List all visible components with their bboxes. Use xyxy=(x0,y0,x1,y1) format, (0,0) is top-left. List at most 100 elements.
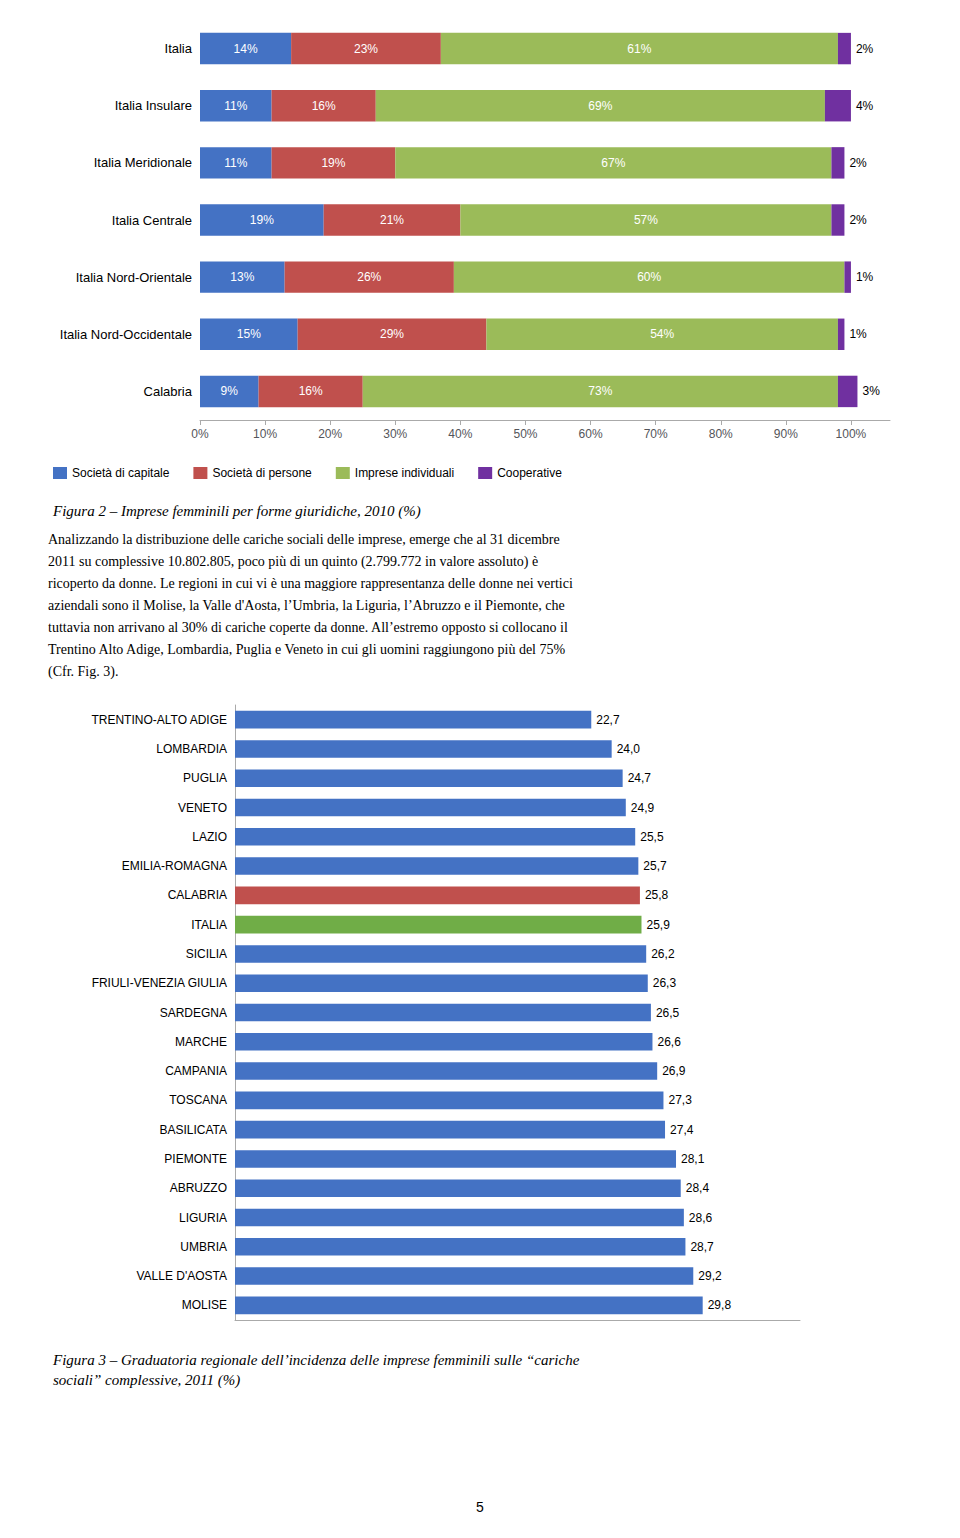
svg-text:sociali” complessive, 2011 (%): sociali” complessive, 2011 (%) xyxy=(53,1372,240,1389)
svg-text:UMBRIA: UMBRIA xyxy=(180,1240,227,1254)
svg-text:LOMBARDIA: LOMBARDIA xyxy=(156,742,227,756)
svg-text:28,4: 28,4 xyxy=(686,1181,710,1195)
svg-text:19%: 19% xyxy=(321,156,345,170)
svg-text:0%: 0% xyxy=(191,427,209,441)
svg-text:19%: 19% xyxy=(250,213,274,227)
svg-text:MOLISE: MOLISE xyxy=(182,1298,227,1312)
svg-text:PUGLIA: PUGLIA xyxy=(183,771,227,785)
svg-text:27,3: 27,3 xyxy=(668,1093,692,1107)
svg-text:CALABRIA: CALABRIA xyxy=(168,888,227,902)
svg-text:2%: 2% xyxy=(856,42,874,56)
svg-text:29,8: 29,8 xyxy=(708,1298,732,1312)
svg-text:60%: 60% xyxy=(637,270,661,284)
svg-text:2%: 2% xyxy=(849,213,867,227)
svg-text:100%: 100% xyxy=(836,427,867,441)
svg-text:9%: 9% xyxy=(221,384,239,398)
svg-text:21%: 21% xyxy=(380,213,404,227)
svg-text:26,6: 26,6 xyxy=(657,1035,681,1049)
svg-text:28,7: 28,7 xyxy=(690,1240,714,1254)
svg-text:5: 5 xyxy=(476,1499,484,1515)
svg-text:Italia Meridionale: Italia Meridionale xyxy=(94,155,192,170)
svg-text:40%: 40% xyxy=(448,427,472,441)
svg-text:VENETO: VENETO xyxy=(178,801,227,815)
svg-text:Italia: Italia xyxy=(165,41,193,56)
svg-text:28,1: 28,1 xyxy=(681,1152,705,1166)
svg-text:tuttavia non arrivano al 30% d: tuttavia non arrivano al 30% di cariche … xyxy=(48,620,568,635)
svg-text:aziendali sono il Molise, la V: aziendali sono il Molise, la Valle d'Aos… xyxy=(48,598,565,613)
svg-text:VALLE D'AOSTA: VALLE D'AOSTA xyxy=(136,1269,227,1283)
svg-text:24,7: 24,7 xyxy=(628,771,652,785)
svg-text:60%: 60% xyxy=(579,427,603,441)
svg-text:ITALIA: ITALIA xyxy=(191,918,227,932)
svg-text:73%: 73% xyxy=(588,384,612,398)
svg-text:14%: 14% xyxy=(234,42,258,56)
svg-text:24,9: 24,9 xyxy=(631,801,655,815)
svg-text:PIEMONTE: PIEMONTE xyxy=(164,1152,227,1166)
svg-text:11%: 11% xyxy=(224,99,247,113)
svg-text:1%: 1% xyxy=(849,327,867,341)
svg-text:2%: 2% xyxy=(849,156,867,170)
svg-text:Italia Nord-Orientale: Italia Nord-Orientale xyxy=(76,270,192,285)
svg-text:Imprese individuali: Imprese individuali xyxy=(355,466,454,480)
svg-text:26,5: 26,5 xyxy=(656,1006,680,1020)
svg-text:2011 su complessive 10.802.805: 2011 su complessive 10.802.805, poco più… xyxy=(48,554,538,570)
svg-text:SARDEGNA: SARDEGNA xyxy=(160,1006,227,1020)
svg-text:3%: 3% xyxy=(862,384,880,398)
svg-text:29,2: 29,2 xyxy=(698,1269,722,1283)
svg-text:Società di capitale: Società di capitale xyxy=(72,466,170,480)
svg-text:LAZIO: LAZIO xyxy=(192,830,227,844)
svg-text:Figura 2 – Imprese femminili p: Figura 2 – Imprese femminili per forme g… xyxy=(52,503,421,520)
svg-text:22,7: 22,7 xyxy=(596,713,620,727)
svg-text:EMILIA-ROMAGNA: EMILIA-ROMAGNA xyxy=(122,859,227,873)
svg-text:(Cfr. Fig. 3).: (Cfr. Fig. 3). xyxy=(48,664,118,680)
svg-text:57%: 57% xyxy=(634,213,658,227)
svg-text:28,6: 28,6 xyxy=(689,1211,713,1225)
svg-text:TOSCANA: TOSCANA xyxy=(169,1093,227,1107)
svg-text:11%: 11% xyxy=(224,156,247,170)
svg-text:Figura 3 – Graduatoria regiona: Figura 3 – Graduatoria regionale dell’in… xyxy=(52,1352,580,1368)
svg-text:70%: 70% xyxy=(644,427,668,441)
svg-text:ABRUZZO: ABRUZZO xyxy=(170,1181,227,1195)
svg-text:Calabria: Calabria xyxy=(144,384,193,399)
svg-text:1%: 1% xyxy=(856,270,874,284)
svg-text:MARCHE: MARCHE xyxy=(175,1035,227,1049)
svg-text:20%: 20% xyxy=(318,427,342,441)
svg-text:Cooperative: Cooperative xyxy=(497,466,562,480)
svg-text:29%: 29% xyxy=(380,327,404,341)
svg-text:4%: 4% xyxy=(856,99,874,113)
svg-text:26,9: 26,9 xyxy=(662,1064,686,1078)
svg-text:Italia Nord-Occidentale: Italia Nord-Occidentale xyxy=(60,327,192,342)
svg-text:FRIULI-VENEZIA GIULIA: FRIULI-VENEZIA GIULIA xyxy=(92,976,227,990)
svg-text:ricoperto da donne. Le regioni: ricoperto da donne. Le regioni in cui vi… xyxy=(48,576,573,591)
svg-text:Analizzando la distribuzione d: Analizzando la distribuzione delle caric… xyxy=(48,532,560,547)
svg-text:67%: 67% xyxy=(601,156,625,170)
svg-text:LIGURIA: LIGURIA xyxy=(179,1211,227,1225)
svg-text:27,4: 27,4 xyxy=(670,1123,694,1137)
svg-text:25,9: 25,9 xyxy=(646,918,670,932)
svg-text:15%: 15% xyxy=(237,327,261,341)
svg-text:25,8: 25,8 xyxy=(645,888,669,902)
svg-text:Italia Centrale: Italia Centrale xyxy=(112,213,192,228)
svg-text:54%: 54% xyxy=(650,327,674,341)
svg-text:26,3: 26,3 xyxy=(653,976,677,990)
svg-text:Società di persone: Società di persone xyxy=(212,466,312,480)
svg-text:10%: 10% xyxy=(253,427,277,441)
svg-text:26,2: 26,2 xyxy=(651,947,675,961)
svg-text:50%: 50% xyxy=(513,427,537,441)
svg-text:CAMPANIA: CAMPANIA xyxy=(165,1064,227,1078)
svg-text:16%: 16% xyxy=(299,384,323,398)
svg-text:25,5: 25,5 xyxy=(640,830,664,844)
svg-text:SICILIA: SICILIA xyxy=(186,947,227,961)
svg-text:80%: 80% xyxy=(709,427,733,441)
svg-text:26%: 26% xyxy=(357,270,381,284)
svg-text:25,7: 25,7 xyxy=(643,859,667,873)
svg-text:90%: 90% xyxy=(774,427,798,441)
svg-text:Italia Insulare: Italia Insulare xyxy=(115,98,192,113)
svg-text:69%: 69% xyxy=(588,99,612,113)
svg-text:16%: 16% xyxy=(312,99,336,113)
svg-text:30%: 30% xyxy=(383,427,407,441)
svg-text:Trentino Alto Adige, Lombardia: Trentino Alto Adige, Lombardia, Puglia e… xyxy=(48,642,566,657)
svg-text:BASILICATA: BASILICATA xyxy=(159,1123,227,1137)
svg-text:TRENTINO-ALTO ADIGE: TRENTINO-ALTO ADIGE xyxy=(91,713,227,727)
svg-text:24,0: 24,0 xyxy=(617,742,641,756)
